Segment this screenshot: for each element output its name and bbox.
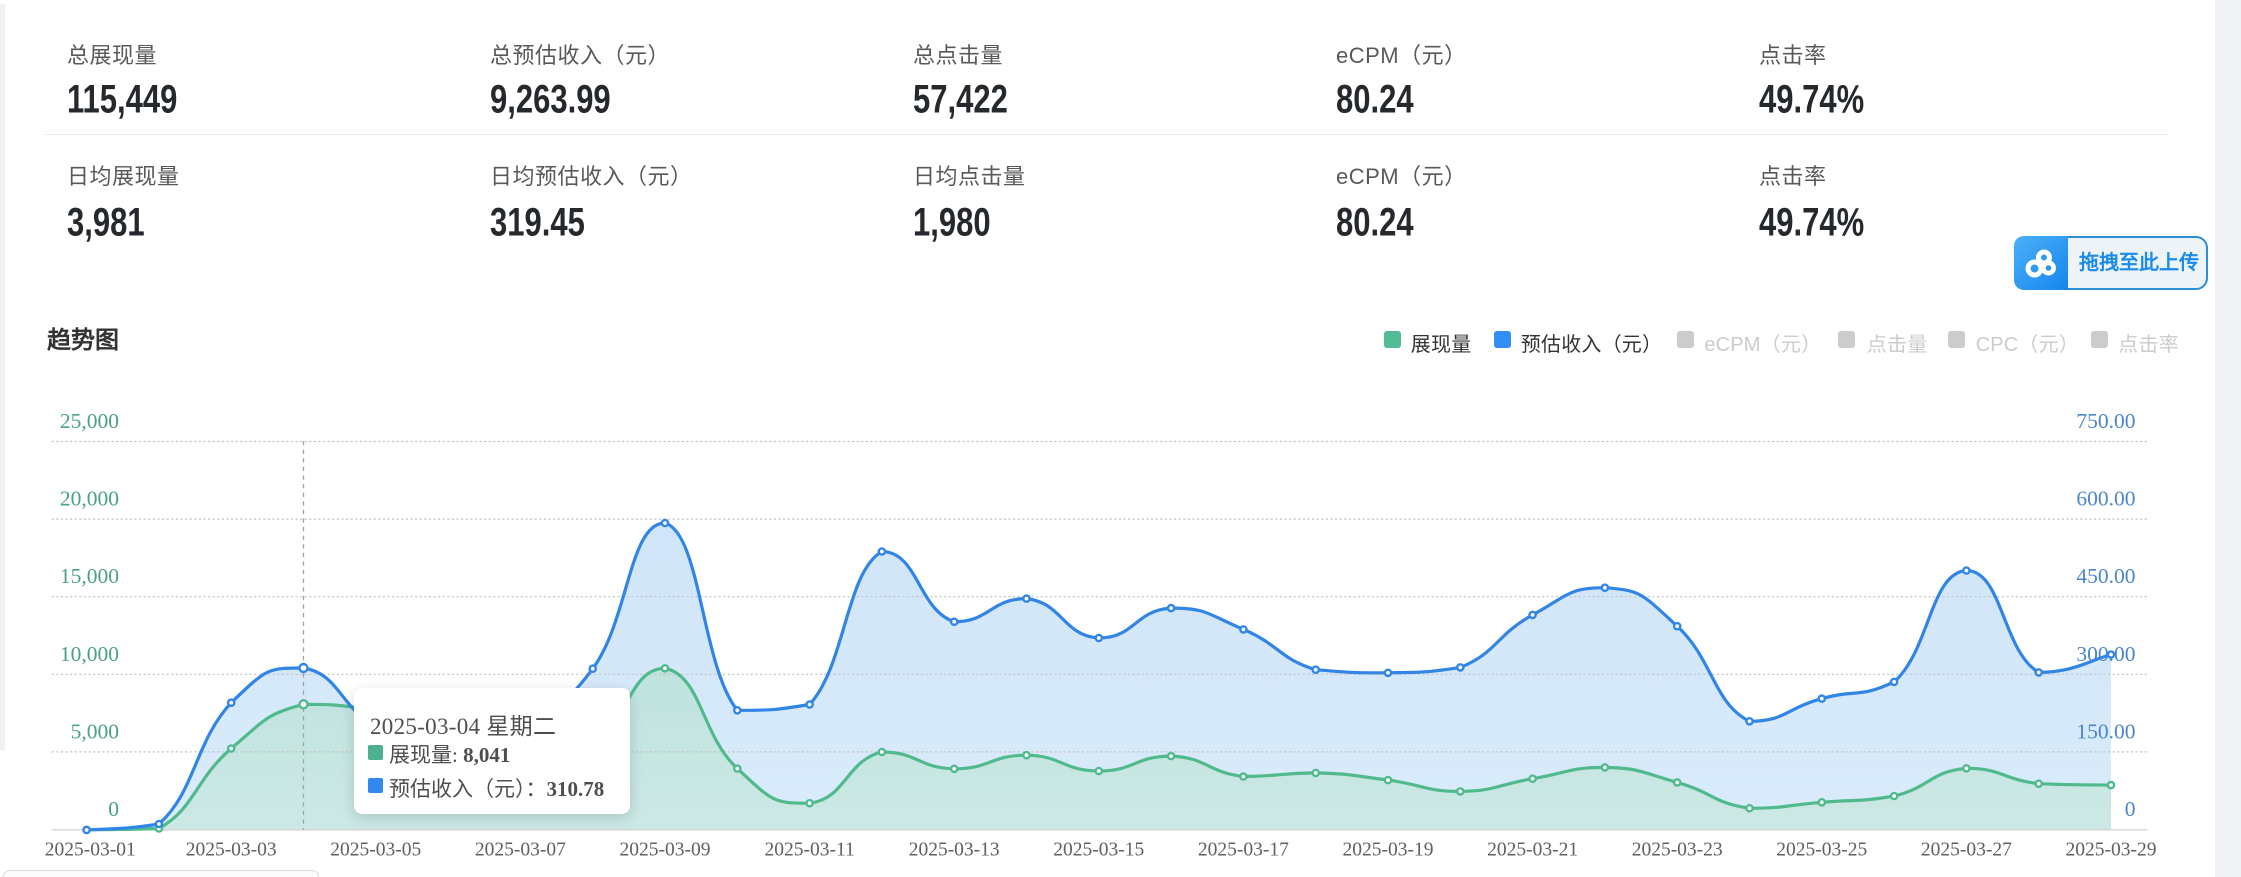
- svg-text:2025-03-29: 2025-03-29: [2066, 840, 2157, 861]
- svg-text:25,000: 25,000: [60, 409, 119, 433]
- svg-text:750.00: 750.00: [2076, 409, 2135, 433]
- svg-text:2025-03-13: 2025-03-13: [909, 840, 1000, 861]
- svg-text:2025-03-23: 2025-03-23: [1632, 840, 1723, 861]
- svg-text:2025-03-21: 2025-03-21: [1487, 840, 1578, 861]
- svg-text:2025-03-01: 2025-03-01: [45, 840, 136, 861]
- svg-text:5,000: 5,000: [71, 719, 119, 743]
- svg-text:2025-03-09: 2025-03-09: [620, 840, 711, 861]
- svg-text:0: 0: [108, 797, 119, 821]
- svg-text:2025-03-11: 2025-03-11: [764, 840, 854, 861]
- svg-text:15,000: 15,000: [60, 564, 119, 588]
- svg-text:2025-03-07: 2025-03-07: [475, 840, 566, 861]
- svg-text:2025-03-25: 2025-03-25: [1776, 840, 1867, 861]
- svg-text:150.00: 150.00: [2076, 719, 2135, 743]
- svg-text:2025-03-05: 2025-03-05: [330, 840, 421, 861]
- svg-text:2025-03-17: 2025-03-17: [1198, 840, 1289, 861]
- svg-text:600.00: 600.00: [2076, 487, 2135, 511]
- svg-text:10,000: 10,000: [60, 642, 119, 666]
- svg-text:2025-03-15: 2025-03-15: [1053, 840, 1144, 861]
- svg-text:2025-03-19: 2025-03-19: [1343, 840, 1434, 861]
- svg-text:450.00: 450.00: [2076, 564, 2135, 588]
- svg-text:0: 0: [2125, 797, 2136, 821]
- svg-text:2025-03-03: 2025-03-03: [186, 840, 277, 861]
- svg-text:2025-03-27: 2025-03-27: [1921, 840, 2012, 861]
- svg-text:20,000: 20,000: [60, 487, 119, 511]
